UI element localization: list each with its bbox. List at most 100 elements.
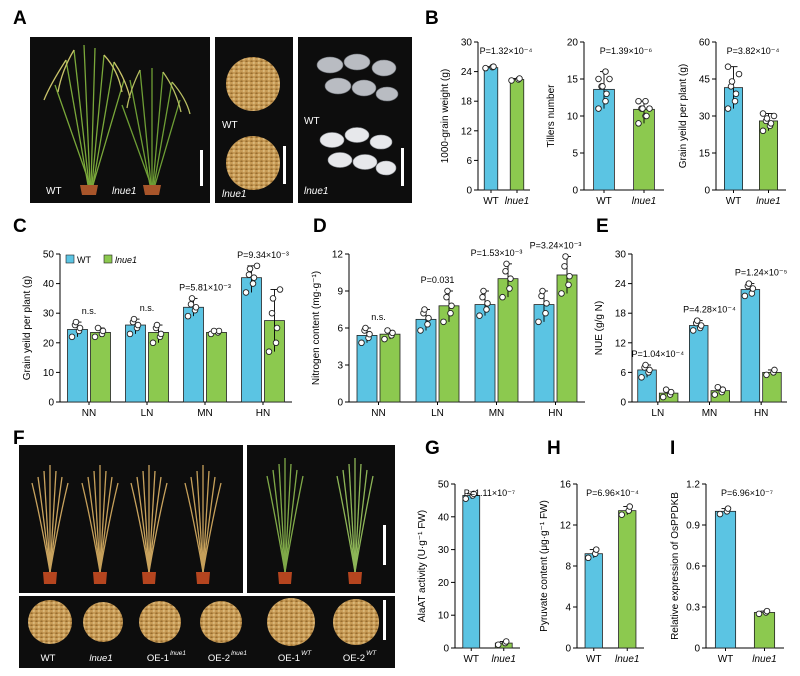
wt-point bbox=[602, 68, 609, 75]
y-tick-label: 0.3 bbox=[686, 603, 700, 614]
wt-bar bbox=[584, 553, 603, 649]
wt-bar bbox=[474, 304, 496, 403]
wt-point bbox=[593, 546, 600, 553]
significance-label: P=5.81×10⁻³ bbox=[179, 282, 231, 292]
lnue1-point bbox=[276, 286, 284, 293]
lnue1-point bbox=[94, 324, 102, 332]
label-lnue1: lnue1 bbox=[112, 186, 136, 197]
lnue1-point bbox=[667, 388, 675, 396]
lnue1-point bbox=[618, 511, 626, 519]
scale-bar bbox=[383, 525, 386, 565]
x-tick-label: lnue1 bbox=[492, 654, 516, 665]
lnue1-point bbox=[771, 366, 778, 374]
lnue1-rice-plant bbox=[121, 68, 191, 186]
chart-e: 0 6 12 18 24 30 NUE (g/g N) LN MN HN P=1.04×10⁻⁴ P=… bbox=[594, 250, 788, 420]
scale-bar bbox=[401, 148, 404, 186]
y-tick-label: 30 bbox=[43, 309, 55, 320]
lnue1-point bbox=[719, 386, 727, 393]
seed-label-superscript: WT bbox=[301, 650, 312, 657]
y-tick-label: 8 bbox=[565, 562, 571, 573]
lnue1-point bbox=[643, 112, 650, 120]
wt-point bbox=[484, 300, 491, 307]
y-tick-label: 16 bbox=[560, 480, 572, 491]
x-tick-label: LN bbox=[141, 408, 154, 419]
y-tick-label: 50 bbox=[43, 250, 55, 261]
panel-letter-a: A bbox=[13, 8, 27, 29]
seed-label: OE-2 bbox=[343, 653, 365, 664]
wt-point bbox=[745, 280, 753, 287]
lnue1-point bbox=[516, 75, 523, 82]
p-value-label: P=1.32×10⁻⁴ bbox=[480, 46, 533, 56]
wt-point bbox=[603, 90, 610, 98]
lnue1-bar bbox=[618, 510, 637, 649]
wt-point bbox=[250, 274, 258, 281]
wt-point bbox=[184, 312, 192, 320]
wt-rice-plant bbox=[43, 44, 131, 186]
panel-letter-d: D bbox=[313, 216, 327, 237]
x-tick-label: WT bbox=[586, 654, 602, 665]
rice-plant bbox=[184, 465, 222, 584]
seed-pile: lnue1 bbox=[83, 602, 123, 664]
panel-f-plant-photo bbox=[19, 445, 395, 593]
y-tick-label: 45 bbox=[699, 75, 711, 86]
wt-seeds bbox=[316, 53, 399, 102]
wt-point bbox=[731, 97, 739, 105]
wt-point bbox=[192, 304, 200, 311]
y-tick-label: 0 bbox=[565, 644, 571, 655]
y-tick-label: 18 bbox=[615, 309, 627, 320]
x-tick-label: MN bbox=[489, 408, 505, 419]
wt-point bbox=[470, 490, 478, 498]
lnue1-point bbox=[389, 329, 396, 337]
y-tick-label: 6 bbox=[337, 324, 343, 335]
y-tick-label: 0.6 bbox=[686, 562, 700, 573]
lnue1-point bbox=[91, 333, 99, 341]
x-tick-label: HN bbox=[256, 408, 270, 419]
seed-pile: OE-2 lnue1 bbox=[200, 601, 247, 664]
panel-a-seed-photo: WT lnue1 bbox=[298, 37, 412, 203]
wt-point bbox=[542, 309, 549, 317]
chart-h: 0 4 8 12 16 Pyruvate content (μg·g⁻¹ FW) WT lnu… bbox=[539, 480, 644, 665]
x-tick-label: WT bbox=[726, 196, 742, 207]
x-tick-label: WT bbox=[483, 196, 499, 207]
significance-label: n.s. bbox=[140, 303, 155, 313]
significance-label: P=1.53×10⁻³ bbox=[471, 248, 523, 258]
panel-letter-c: C bbox=[13, 216, 27, 237]
y-tick-label: 10 bbox=[438, 611, 450, 622]
legend-swatch-lnue1 bbox=[103, 254, 113, 264]
y-axis-label: Relative expression of OsPPDKB bbox=[670, 492, 681, 640]
y-axis-label: Grain yeild per plant (g) bbox=[678, 64, 689, 169]
wt-point bbox=[483, 306, 490, 313]
lnue1-point bbox=[659, 393, 667, 401]
lnue1-bar bbox=[753, 612, 776, 649]
panel-a-plant-photo: WT lnue1 bbox=[30, 37, 210, 203]
wt-bar bbox=[462, 495, 481, 649]
lnue1-point bbox=[443, 293, 450, 301]
wt-point bbox=[724, 63, 732, 70]
wt-point bbox=[697, 322, 705, 329]
lnue1-point bbox=[448, 302, 455, 310]
lnue1-point bbox=[562, 253, 569, 260]
panel-letter-i: I bbox=[670, 438, 676, 459]
stem bbox=[272, 469, 286, 573]
y-tick-label: 12 bbox=[461, 126, 473, 137]
wt-point bbox=[543, 300, 550, 307]
pot bbox=[196, 572, 210, 584]
lnue1-point bbox=[561, 263, 568, 270]
wt-point bbox=[245, 271, 253, 278]
y-tick-label: 10 bbox=[567, 112, 579, 123]
lnue1-seeds bbox=[319, 127, 397, 176]
panel-f-seed-photo: WT lnue1 OE-1 lnue1 OE-2 lnue1 OE-1 WT OE-2 WT bbox=[19, 596, 395, 668]
pot bbox=[278, 572, 292, 584]
wt-point bbox=[480, 287, 487, 295]
y-axis-label: Pyruvate content (μg·g⁻¹ FW) bbox=[539, 500, 550, 632]
significance-label: P=1.04×10⁻⁴ bbox=[631, 349, 684, 359]
wt-point bbox=[595, 75, 602, 83]
wt-point bbox=[462, 495, 470, 503]
wt-point bbox=[479, 293, 486, 301]
lnue1-point bbox=[507, 275, 514, 282]
lnue1-point bbox=[157, 330, 165, 338]
lnue1-point bbox=[149, 339, 157, 347]
x-tick-label: WT bbox=[463, 654, 479, 665]
x-tick-label: lnue1 bbox=[756, 196, 780, 207]
